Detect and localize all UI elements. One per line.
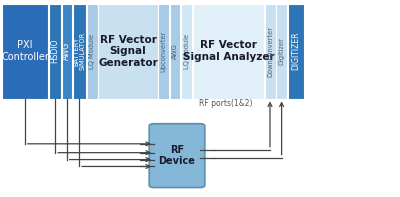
- FancyBboxPatch shape: [98, 4, 158, 98]
- Text: Upconverter: Upconverter: [161, 31, 167, 72]
- FancyBboxPatch shape: [158, 4, 169, 98]
- Text: AWG: AWG: [62, 42, 71, 60]
- FancyBboxPatch shape: [49, 4, 61, 98]
- FancyBboxPatch shape: [2, 4, 48, 98]
- Text: HSDIO: HSDIO: [50, 39, 59, 63]
- Text: BATTERY
SIMULATOR: BATTERY SIMULATOR: [73, 32, 86, 70]
- Text: LQ Module: LQ Module: [184, 34, 190, 69]
- Text: AWG: AWG: [172, 43, 178, 59]
- FancyBboxPatch shape: [193, 4, 264, 98]
- Text: RF
Device: RF Device: [158, 145, 196, 166]
- Text: RF Vector
Signal
Generator: RF Vector Signal Generator: [98, 35, 158, 68]
- FancyBboxPatch shape: [170, 4, 180, 98]
- Text: Downconverter: Downconverter: [267, 26, 273, 77]
- Text: DIGITIZER: DIGITIZER: [292, 32, 300, 71]
- FancyBboxPatch shape: [288, 4, 304, 98]
- FancyBboxPatch shape: [62, 4, 72, 98]
- Text: Digitizer: Digitizer: [279, 37, 285, 65]
- FancyBboxPatch shape: [181, 4, 192, 98]
- FancyBboxPatch shape: [87, 4, 98, 98]
- FancyBboxPatch shape: [276, 4, 287, 98]
- FancyBboxPatch shape: [149, 124, 205, 188]
- Text: LQ Module: LQ Module: [89, 34, 95, 69]
- FancyBboxPatch shape: [265, 4, 276, 98]
- Text: RF Vector
Signal Analyzer: RF Vector Signal Analyzer: [182, 40, 274, 62]
- FancyBboxPatch shape: [73, 4, 86, 98]
- Text: PXI
Controller: PXI Controller: [1, 40, 49, 62]
- Text: RF ports(1&2): RF ports(1&2): [199, 99, 253, 108]
